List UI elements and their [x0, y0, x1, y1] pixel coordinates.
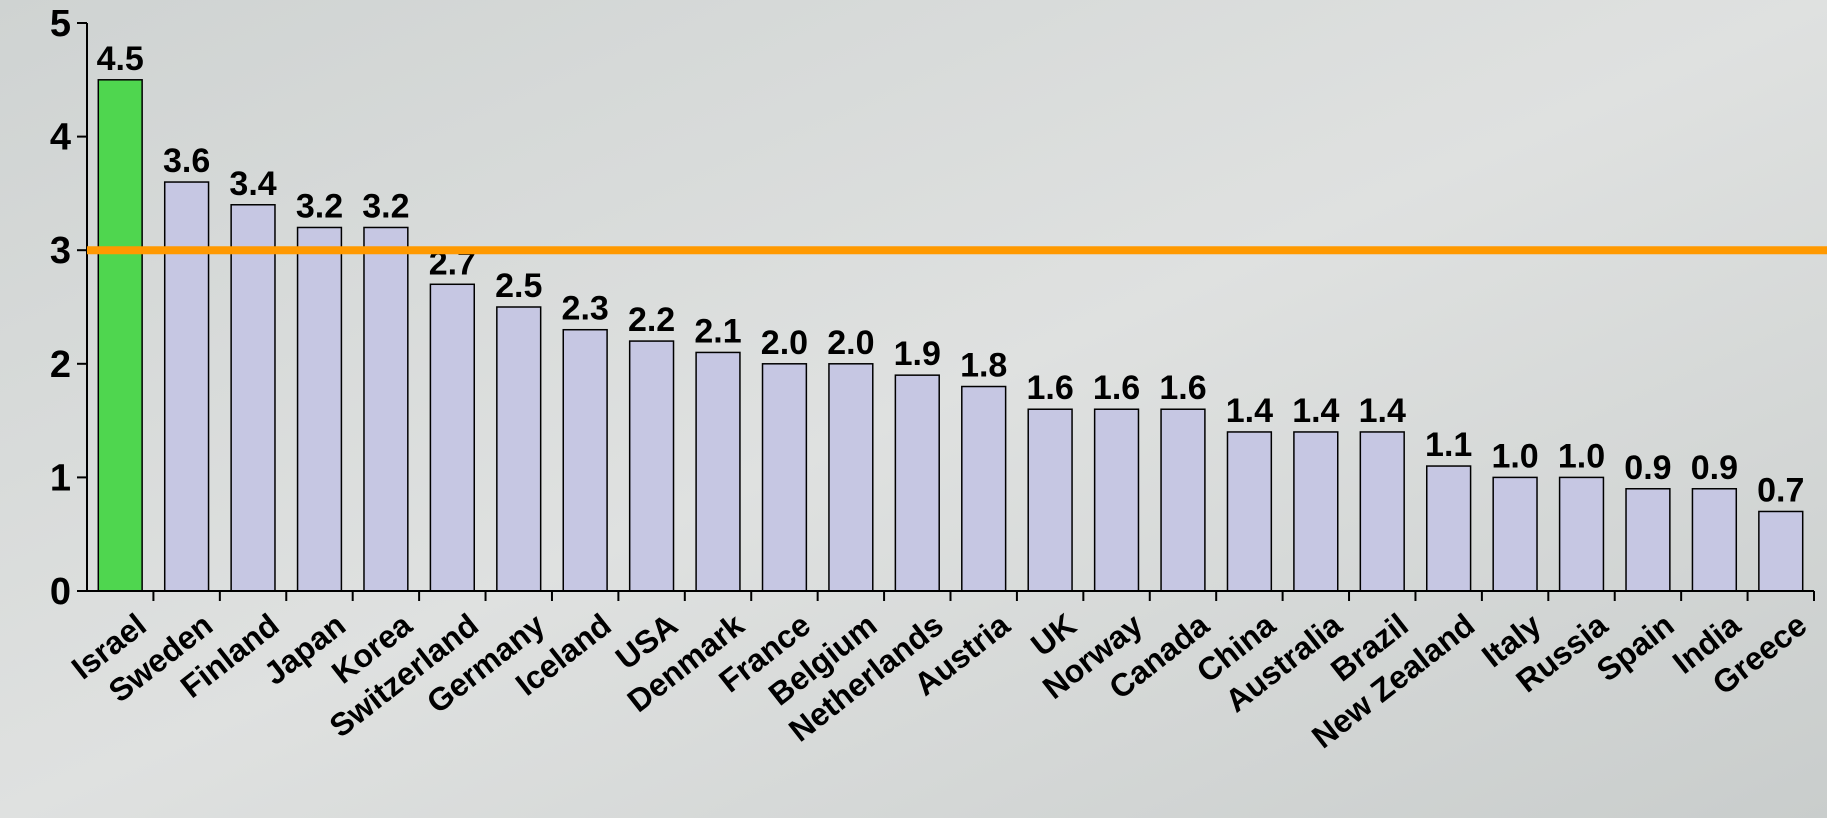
- bar: [1426, 465, 1472, 592]
- y-tick-label: 0: [50, 571, 71, 613]
- value-label: 1.1: [1425, 426, 1472, 464]
- value-label: 1.0: [1558, 437, 1605, 475]
- value-label: 2.0: [827, 324, 874, 362]
- bar: [1359, 431, 1405, 592]
- bar: [363, 226, 409, 592]
- value-label: 0.9: [1691, 449, 1738, 487]
- value-label: 1.4: [1359, 392, 1406, 430]
- bar: [429, 283, 475, 592]
- bar: [1226, 431, 1273, 592]
- bar: [163, 181, 210, 592]
- bar: [761, 363, 808, 592]
- bar: [1293, 431, 1339, 592]
- y-tick-label: 3: [50, 230, 71, 272]
- bar: [296, 226, 343, 592]
- value-label: 1.4: [1292, 392, 1339, 430]
- bar: [828, 363, 874, 592]
- bar: [894, 374, 940, 592]
- value-label: 1.8: [960, 347, 1007, 385]
- bar: [1691, 488, 1738, 592]
- value-label: 1.6: [1027, 369, 1074, 407]
- bar: [1027, 408, 1073, 592]
- bar: [1558, 476, 1605, 592]
- value-label: 2.3: [562, 290, 609, 328]
- value-label: 0.9: [1624, 449, 1671, 487]
- y-tick-label: 5: [50, 3, 71, 45]
- y-tick-label: 1: [50, 457, 71, 499]
- bar: [695, 351, 741, 592]
- bar: [1093, 408, 1140, 592]
- value-label: 2.0: [761, 324, 808, 362]
- value-label: 3.2: [362, 187, 409, 225]
- y-tick-label: 2: [50, 344, 71, 386]
- bar: [97, 79, 143, 592]
- value-label: 3.6: [163, 142, 210, 180]
- bar: [230, 204, 276, 592]
- bar: [1160, 408, 1206, 592]
- value-label: 3.4: [229, 165, 276, 203]
- value-label: 1.9: [894, 335, 941, 373]
- bar: [1492, 476, 1538, 592]
- bar: [1625, 488, 1671, 592]
- value-label: 2.2: [628, 301, 675, 339]
- bar: [1758, 510, 1804, 592]
- value-label: 2.5: [495, 267, 542, 305]
- bar: [496, 306, 542, 592]
- value-label: 0.7: [1757, 471, 1804, 509]
- value-label: 1.6: [1159, 369, 1206, 407]
- value-label: 1.6: [1093, 369, 1140, 407]
- value-label: 3.2: [296, 187, 343, 225]
- value-label: 1.4: [1226, 392, 1273, 430]
- y-tick-label: 4: [50, 117, 71, 159]
- value-label: 2.1: [694, 312, 741, 350]
- bar: [961, 385, 1007, 592]
- value-label: 4.5: [97, 40, 144, 78]
- bar: [628, 340, 675, 592]
- value-label: 1.0: [1491, 437, 1538, 475]
- bar: [562, 328, 608, 592]
